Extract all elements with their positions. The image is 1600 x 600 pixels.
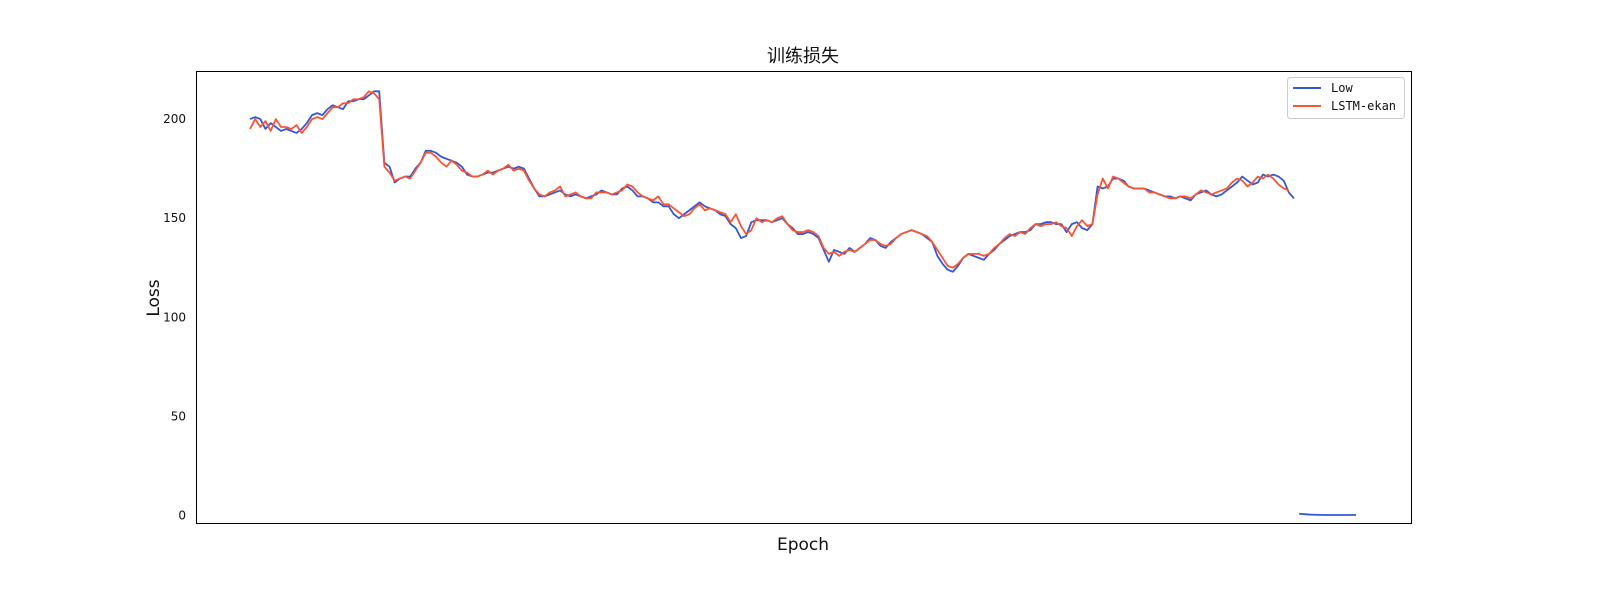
series-line-low — [249, 90, 1295, 273]
y-axis-label: Loss — [144, 279, 164, 316]
y-tick-label: 150 — [163, 211, 186, 225]
x-axis-label: Epoch — [777, 535, 829, 555]
legend: Low LSTM-ekan — [1287, 77, 1405, 119]
legend-label-low: Low — [1331, 81, 1353, 95]
y-axis-ticks: 0 50 100 150 200 — [163, 112, 186, 522]
y-tick-label: 200 — [163, 112, 186, 126]
plot-area-frame — [196, 71, 1412, 524]
series-line-lstm-ekan — [249, 90, 1290, 269]
series-line-low-tail — [1299, 512, 1356, 516]
y-tick-label: 100 — [163, 310, 186, 324]
legend-label-lstm-ekan: LSTM-ekan — [1331, 99, 1396, 113]
series-layer — [249, 90, 1356, 516]
y-tick-label: 0 — [178, 509, 186, 523]
y-tick-label: 50 — [171, 409, 186, 423]
chart-title: 训练损失 — [767, 46, 839, 67]
